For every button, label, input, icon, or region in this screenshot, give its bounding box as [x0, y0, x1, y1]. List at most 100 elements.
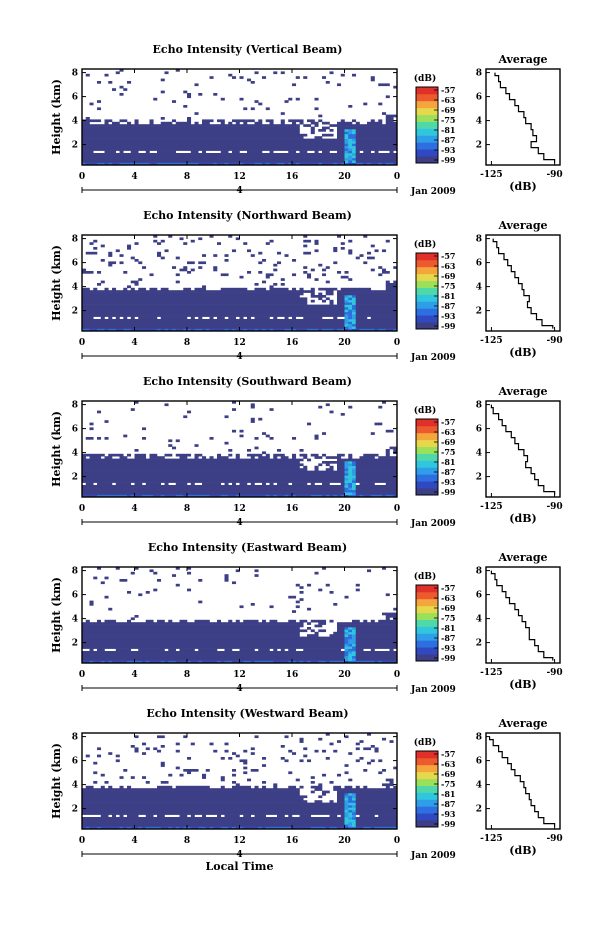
heatmap-cell	[273, 155, 278, 159]
heatmap-cell	[262, 299, 267, 303]
heatmap-cell	[100, 259, 105, 262]
heatmap-cell	[93, 319, 98, 322]
heatmap-cell	[168, 461, 173, 464]
heatmap-cell	[367, 157, 372, 161]
heatmap-cell	[374, 292, 379, 296]
heatmap-cell	[318, 145, 323, 149]
heatmap-cell	[269, 292, 274, 296]
heatmap-cell	[389, 124, 394, 127]
heatmap-cell	[352, 124, 357, 127]
heatmap-cell	[340, 326, 345, 329]
heatmap-cell	[284, 290, 289, 293]
heatmap-cell	[217, 309, 222, 313]
heatmap-cell	[262, 290, 267, 293]
heatmap-cell	[153, 292, 158, 296]
heatmap-cell	[85, 119, 90, 123]
heatmap-cell	[198, 323, 203, 327]
heatmap-cell	[168, 145, 173, 149]
heatmap-cell	[299, 157, 304, 161]
heatmap-cell	[370, 297, 375, 301]
heatmap-cell	[115, 71, 120, 75]
heatmap-cell	[367, 470, 372, 474]
heatmap-cell	[378, 124, 383, 127]
heatmap-cell	[374, 304, 379, 308]
heatmap-cell	[205, 328, 210, 332]
heatmap-cell	[374, 160, 379, 163]
heatmap-cell	[344, 295, 349, 298]
heatmap-cell	[104, 643, 109, 647]
heatmap-cell	[205, 492, 210, 495]
heatmap-cell	[205, 302, 210, 305]
heatmap-cell	[280, 129, 285, 132]
heatmap-cell	[273, 473, 278, 476]
heatmap-cell	[175, 131, 180, 135]
heatmap-cell	[127, 81, 132, 84]
heatmap-cell	[224, 254, 229, 257]
heatmap-cell	[82, 304, 87, 308]
heatmap-cell	[374, 485, 379, 488]
heatmap-cell	[108, 126, 113, 130]
heatmap-cell	[382, 477, 387, 481]
heatmap-cell	[307, 492, 312, 495]
heatmap-cell	[93, 458, 98, 462]
heatmap-cell	[205, 119, 210, 123]
heatmap-cell	[153, 494, 158, 498]
heatmap-cell	[340, 302, 345, 305]
heatmap-cell	[265, 475, 270, 479]
heatmap-cell	[262, 292, 267, 296]
heatmap-cell	[145, 473, 150, 476]
heatmap-cell	[202, 465, 207, 469]
heatmap-cell	[247, 297, 252, 301]
heatmap-cell	[164, 468, 169, 471]
heatmap-cell	[127, 295, 132, 298]
heatmap-cell	[164, 458, 169, 462]
heatmap-cell	[250, 456, 255, 459]
heatmap-cell	[228, 129, 233, 132]
heatmap-cell	[250, 299, 255, 303]
heatmap-cell	[288, 473, 293, 476]
heatmap-cell	[374, 138, 379, 142]
heatmap-cell	[280, 138, 285, 142]
heatmap-cell	[123, 475, 128, 479]
heatmap-cell	[183, 482, 188, 486]
heatmap-cell	[235, 489, 240, 493]
heatmap-cell	[352, 461, 357, 464]
heatmap-cell	[138, 470, 143, 474]
heatmap-cell	[322, 314, 327, 317]
heatmap-cell	[239, 304, 244, 308]
heatmap-cell	[138, 453, 143, 457]
heatmap-cell	[127, 247, 132, 250]
heatmap-cell	[209, 307, 214, 310]
heatmap-cell	[164, 309, 169, 313]
heatmap-cell	[93, 321, 98, 325]
heatmap-cell	[340, 307, 345, 310]
heatmap-cell	[284, 311, 289, 315]
heatmap-cell	[115, 465, 120, 469]
heatmap-cell	[138, 162, 143, 166]
heatmap-cell	[220, 136, 225, 139]
heatmap-cell	[142, 266, 147, 269]
heatmap-cell	[108, 641, 113, 645]
heatmap-cell	[164, 461, 169, 464]
heatmap-cell	[175, 439, 180, 443]
heatmap-cell	[172, 119, 177, 123]
heatmap-cell	[202, 319, 207, 322]
heatmap-cell	[134, 453, 139, 457]
heatmap-cell	[277, 492, 282, 495]
heatmap-cell	[258, 456, 263, 459]
heatmap-cell	[295, 468, 300, 471]
heatmap-cell	[393, 160, 398, 163]
heatmap-cell	[254, 287, 259, 291]
heatmap-cell	[280, 162, 285, 166]
heatmap-cell	[235, 119, 240, 123]
heatmap-cell	[112, 88, 117, 91]
heatmap-cell	[145, 131, 150, 135]
heatmap-cell	[123, 485, 128, 488]
heatmap-cell	[213, 299, 218, 303]
heatmap-cell	[85, 658, 90, 661]
heatmap-cell	[198, 473, 203, 476]
heatmap-cell	[82, 141, 87, 144]
heatmap-cell	[385, 319, 390, 322]
heatmap-cell	[273, 295, 278, 298]
heatmap-cell	[97, 143, 102, 147]
